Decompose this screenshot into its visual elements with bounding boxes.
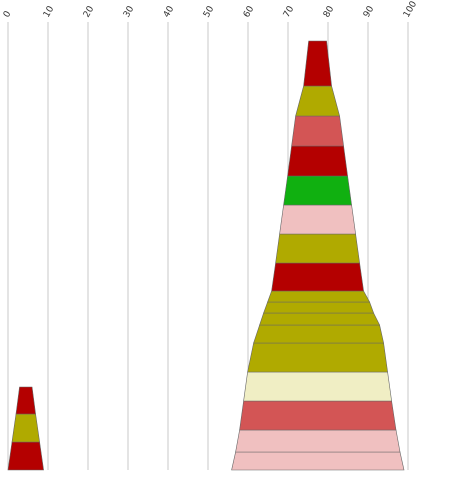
tick-label-80: 80 <box>322 4 337 19</box>
tick-label-0: 0 <box>2 9 14 19</box>
right-stack-segment-5 <box>247 342 388 373</box>
right-stack-segment-13 <box>283 175 352 206</box>
right-stack-segment-12 <box>279 204 356 235</box>
left-stack-segment-3 <box>15 386 36 415</box>
right-stack-segment-17 <box>303 40 332 87</box>
left-stack-segment-1 <box>7 441 44 471</box>
right-stack-segment-6 <box>253 324 384 344</box>
tick-label-30: 30 <box>122 4 137 19</box>
bar-layer <box>7 40 405 471</box>
right-stack-segment-10 <box>271 262 364 292</box>
right-stack-segment-9 <box>267 290 371 303</box>
tick-label-50: 50 <box>202 4 217 19</box>
left-stack-segment-2 <box>11 413 40 443</box>
right-stack-segment-4 <box>243 371 392 402</box>
tick-label-40: 40 <box>162 4 177 19</box>
right-stack-segment-15 <box>291 115 344 147</box>
tick-label-60: 60 <box>242 4 257 19</box>
right-stack-segment-3 <box>239 400 397 431</box>
right-stack-segment-14 <box>287 145 348 177</box>
left-stack <box>7 386 44 471</box>
tick-label-layer: 0 10 20 30 40 50 60 70 80 90 100 <box>2 0 419 20</box>
tick-label-90: 90 <box>362 4 377 19</box>
right-stack-segment-11 <box>275 233 360 264</box>
tick-label-100: 100 <box>402 0 419 20</box>
tick-label-70: 70 <box>282 4 297 19</box>
tick-label-10: 10 <box>42 4 57 19</box>
tick-label-20: 20 <box>82 4 97 19</box>
right-stack-segment-16 <box>295 85 340 117</box>
right-stack-segment-8 <box>263 301 375 314</box>
right-stack-segment-1 <box>231 451 405 471</box>
right-stack-segment-2 <box>235 429 401 453</box>
right-stack-segment-7 <box>259 312 381 326</box>
right-stack <box>231 40 405 471</box>
